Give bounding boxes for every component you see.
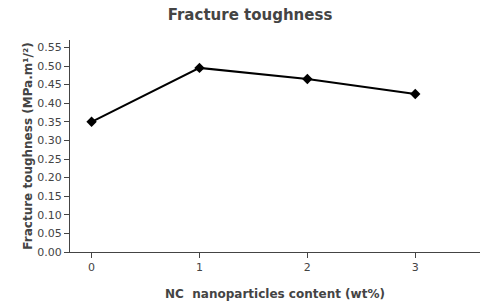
svg-text:0.20: 0.20 <box>37 171 62 184</box>
svg-text:0.00: 0.00 <box>37 246 62 259</box>
svg-text:Fracture toughness (MPa.m¹/²): Fracture toughness (MPa.m¹/²) <box>21 42 35 249</box>
svg-text:0.30: 0.30 <box>37 134 62 147</box>
svg-text:2: 2 <box>304 261 311 274</box>
svg-text:0.10: 0.10 <box>37 209 62 222</box>
svg-text:1: 1 <box>196 261 203 274</box>
svg-text:0.15: 0.15 <box>37 190 62 203</box>
svg-text:0.55: 0.55 <box>37 41 62 54</box>
svg-text:0.25: 0.25 <box>37 153 62 166</box>
svg-text:0: 0 <box>88 261 95 274</box>
svg-text:Fracture toughness: Fracture toughness <box>168 6 333 24</box>
svg-text:0.40: 0.40 <box>37 97 62 110</box>
svg-text:0.05: 0.05 <box>37 227 62 240</box>
svg-text:NC nanoparticles content (wt%: NC nanoparticles content (wt%) <box>165 287 385 301</box>
svg-text:0.45: 0.45 <box>37 78 62 91</box>
svg-text:0.35: 0.35 <box>37 116 62 129</box>
svg-text:3: 3 <box>412 261 419 274</box>
svg-text:0.50: 0.50 <box>37 60 62 73</box>
